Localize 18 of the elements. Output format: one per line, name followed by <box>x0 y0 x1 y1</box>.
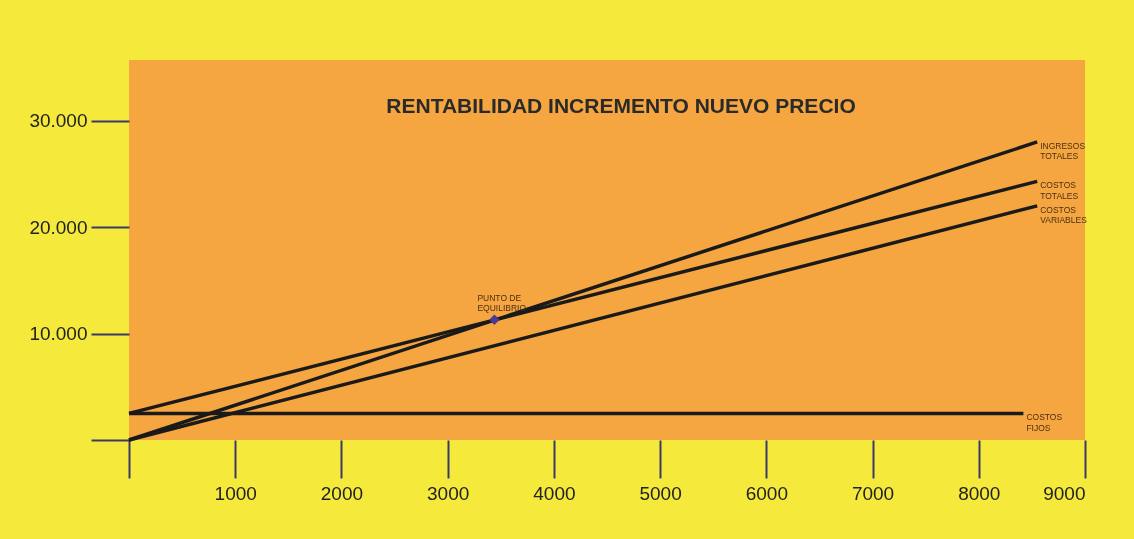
x-tick-label: 5000 <box>639 482 682 504</box>
x-tick-label: 8000 <box>958 482 1001 504</box>
x-tick-label: 3000 <box>427 482 470 504</box>
y-tick-label: 20.000 <box>29 216 88 238</box>
x-tick-label: 9000 <box>1043 482 1086 504</box>
x-tick-label: 4000 <box>533 482 576 504</box>
y-tick-label: 30.000 <box>29 110 88 132</box>
x-tick-label: 2000 <box>320 482 364 504</box>
x-tick-label: 7000 <box>851 482 895 504</box>
series-label: COSTOS TOTALES <box>1040 180 1079 201</box>
series-label: INGRESOS TOTALES <box>1040 140 1086 162</box>
text: RENTABILIDAD INCREMENTO NUEVO PRECIO <box>386 94 856 117</box>
series-label: PUNTO DE EQUILIBRIO <box>477 292 527 314</box>
y-tick-label: 10.000 <box>29 323 88 345</box>
series-label: COSTOS FIJOS <box>1026 412 1063 433</box>
x-tick-label: 6000 <box>745 482 788 504</box>
x-tick-label: 1000 <box>214 482 257 504</box>
series-label: COSTOS VARIABLES <box>1040 204 1088 226</box>
